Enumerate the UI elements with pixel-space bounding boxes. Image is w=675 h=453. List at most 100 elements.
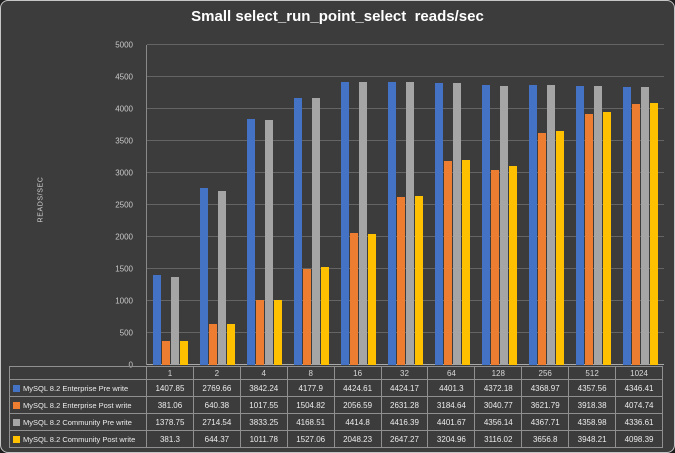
legend-swatch	[13, 418, 20, 426]
y-tick-label: 500	[119, 328, 133, 338]
value-cell: 3040.77	[474, 396, 523, 414]
bar	[312, 98, 320, 365]
bar	[341, 81, 349, 365]
series-name-cell: MySQL 8.2 Enterprise Pre write	[9, 379, 147, 397]
bar-group	[382, 45, 429, 365]
value-cell: 4424.17	[380, 379, 429, 397]
value-cell: 1527.06	[286, 430, 335, 448]
bar	[274, 300, 282, 365]
value-cell: 3116.02	[474, 430, 523, 448]
bar-group	[288, 45, 335, 365]
x-axis-line	[147, 364, 664, 365]
series-name: MySQL 8.2 Community Pre write	[23, 417, 132, 427]
bar	[294, 97, 302, 365]
value-cell: 3948.21	[568, 430, 617, 448]
bar	[650, 102, 658, 365]
value-cell: 4074.74	[615, 396, 663, 414]
gridline	[147, 236, 664, 237]
series-name-cell: MySQL 8.2 Community Post write	[9, 430, 147, 448]
bar	[538, 133, 546, 365]
y-tick-label: 3000	[115, 168, 133, 178]
bar	[162, 340, 170, 365]
gridline	[147, 204, 664, 205]
bar	[462, 159, 470, 365]
value-cell: 1011.78	[239, 430, 288, 448]
x-category-label: 128	[474, 366, 523, 380]
legend-swatch	[13, 435, 20, 443]
y-tick-label: 2500	[115, 200, 133, 210]
bar	[444, 161, 452, 365]
y-tick-label: 5000	[115, 40, 133, 50]
y-tick-label: 1000	[115, 296, 133, 306]
x-category-label: 2	[192, 366, 241, 380]
bar	[406, 82, 414, 365]
table-corner	[9, 366, 147, 380]
bar	[594, 86, 602, 365]
bar-group	[194, 45, 241, 365]
y-tick-label: 2000	[115, 232, 133, 242]
bar	[397, 196, 405, 365]
bar-group	[476, 45, 523, 365]
x-category-label: 32	[380, 366, 429, 380]
value-cell: 4368.97	[521, 379, 570, 397]
legend-swatch	[13, 384, 20, 392]
value-cell: 644.37	[192, 430, 241, 448]
x-category-label: 64	[427, 366, 476, 380]
table-row: MySQL 8.2 Enterprise Post write 381.06 640…	[9, 396, 663, 414]
y-tick-label: 4500	[115, 72, 133, 82]
bar	[435, 83, 443, 365]
x-category-label: 256	[521, 366, 570, 380]
bar	[200, 187, 208, 365]
gridline	[147, 44, 664, 45]
series-name: MySQL 8.2 Community Post write	[23, 434, 136, 444]
value-cell: 381.06	[146, 396, 194, 414]
value-cell: 4346.41	[615, 379, 663, 397]
value-cell: 3918.38	[568, 396, 617, 414]
value-cell: 4401.67	[427, 413, 476, 431]
value-cell: 4098.39	[615, 430, 663, 448]
y-tick-label: 0	[128, 360, 133, 370]
bar-group	[335, 45, 382, 365]
series-name-cell: MySQL 8.2 Enterprise Post write	[9, 396, 147, 414]
value-cell: 3833.25	[239, 413, 288, 431]
value-cell: 2048.23	[333, 430, 382, 448]
value-cell: 1378.75	[146, 413, 194, 431]
value-cell: 1407.85	[146, 379, 194, 397]
gridline	[147, 268, 664, 269]
value-cell: 2647.27	[380, 430, 429, 448]
value-cell: 640.38	[192, 396, 241, 414]
table-row: MySQL 8.2 Community Pre write 1378.75 2714…	[9, 413, 663, 431]
value-cell: 4424.61	[333, 379, 382, 397]
value-cell: 4336.61	[615, 413, 663, 431]
bar	[482, 85, 490, 365]
bar	[529, 85, 537, 365]
chart-title: Small select_run_point_select reads/sec	[191, 8, 484, 25]
series-name: MySQL 8.2 Enterprise Pre write	[23, 383, 129, 393]
x-category-label: 512	[568, 366, 617, 380]
series-name: MySQL 8.2 Enterprise Post write	[23, 400, 132, 410]
value-cell: 3204.96	[427, 430, 476, 448]
gridline	[147, 172, 664, 173]
value-cell: 2056.59	[333, 396, 382, 414]
x-category-label: 1024	[615, 366, 663, 380]
bar	[415, 195, 423, 365]
gridline	[147, 332, 664, 333]
bar	[547, 85, 555, 365]
plot-area	[146, 44, 664, 365]
value-cell: 4416.39	[380, 413, 429, 431]
bar	[623, 86, 631, 365]
gridline	[147, 140, 664, 141]
value-cell: 4401.3	[427, 379, 476, 397]
bar	[180, 340, 188, 365]
bar	[218, 191, 226, 365]
bar-group	[617, 45, 664, 365]
value-cell: 3656.8	[521, 430, 570, 448]
gridline	[147, 108, 664, 109]
bar	[509, 165, 517, 365]
value-cell: 4358.98	[568, 413, 617, 431]
bar	[368, 233, 376, 365]
x-category-label: 8	[286, 366, 335, 380]
y-tick-label: 4000	[115, 104, 133, 114]
value-cell: 3621.79	[521, 396, 570, 414]
